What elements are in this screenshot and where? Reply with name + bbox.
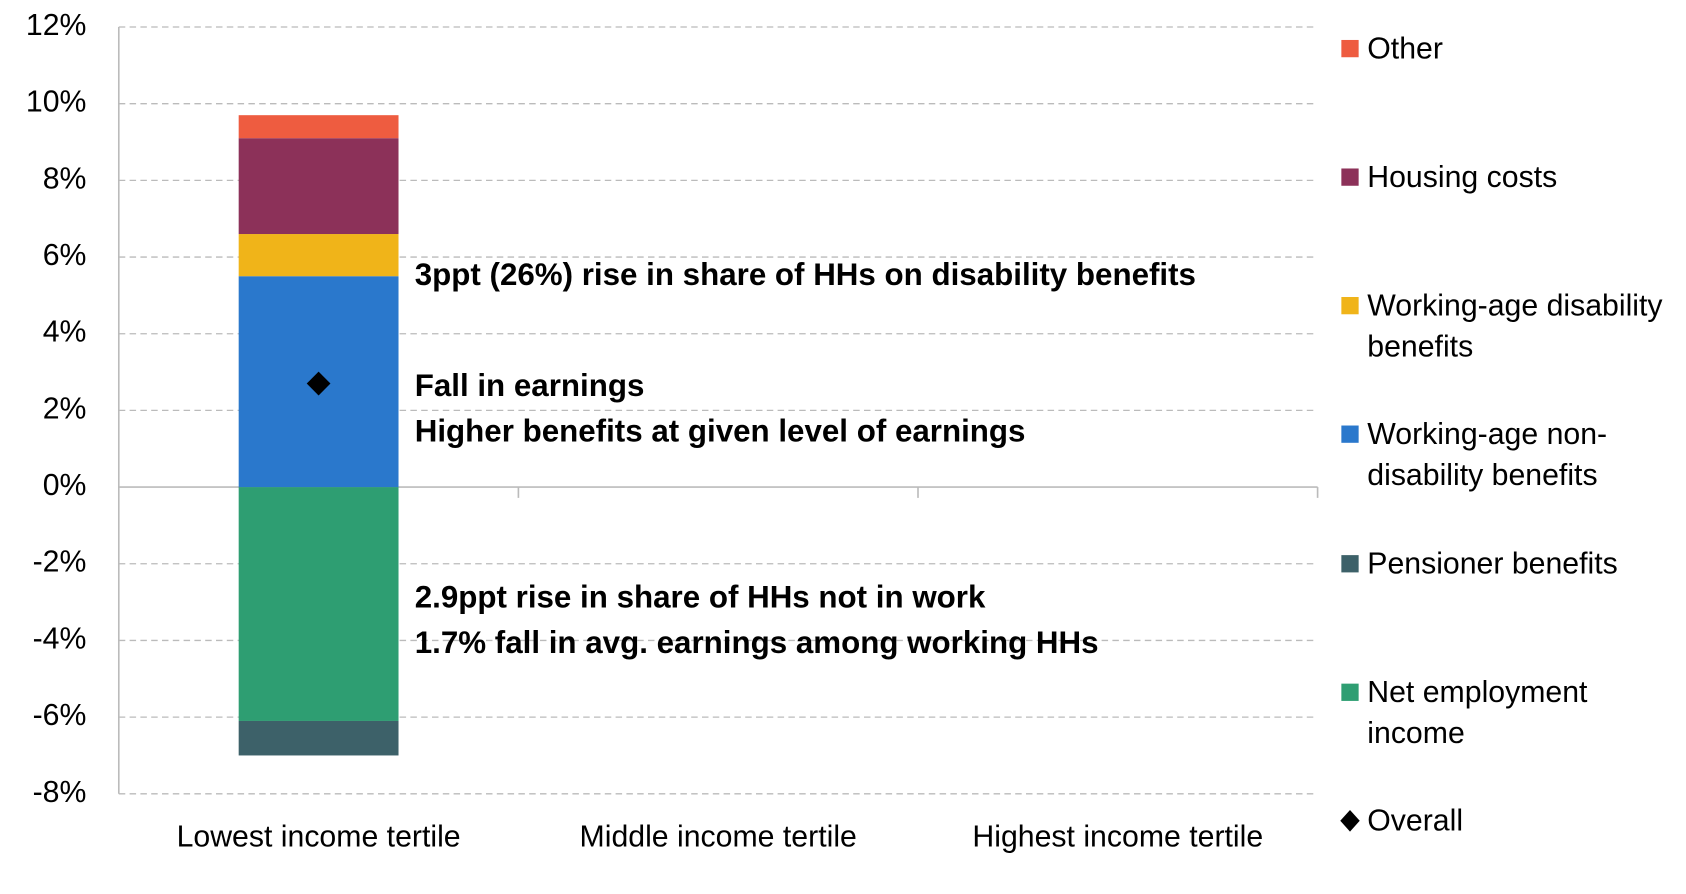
bar-segment: [238, 234, 399, 277]
legend-marker: [1340, 810, 1360, 832]
legend-label: Overall: [1367, 803, 1464, 838]
y-tick-label: 6%: [43, 239, 87, 272]
y-tick-label: 0%: [43, 469, 87, 502]
legend-swatch: [1341, 555, 1359, 573]
bar-segment: [238, 115, 399, 139]
overall-marker: [306, 371, 331, 396]
y-tick-label: -4%: [33, 622, 87, 655]
legend-label: Other: [1367, 31, 1443, 65]
y-tick-label: 2%: [43, 392, 87, 425]
y-tick-label: 8%: [43, 162, 87, 195]
legend-swatch: [1341, 425, 1359, 443]
y-tick-label: -2%: [33, 546, 87, 579]
x-tick-label: Middle income tertile: [579, 819, 857, 854]
legend-swatch: [1341, 39, 1359, 58]
x-tick-label: Highest income tertile: [972, 819, 1264, 854]
bar-segment: [238, 138, 399, 235]
y-tick-label: 12%: [26, 9, 87, 42]
x-tick-label: Lowest income tertile: [176, 819, 461, 854]
bar-segment: [238, 487, 399, 721]
annotation: Fall in earnings: [415, 368, 645, 403]
legend-swatch: [1341, 683, 1359, 701]
y-tick-label: -6%: [33, 699, 87, 732]
y-tick-label: 4%: [43, 316, 87, 349]
bar-segment: [238, 720, 399, 756]
annotation: 1.7% fall in avg. earnings among working…: [415, 625, 1099, 660]
legend-label: Working-age disability benefits: [1367, 288, 1663, 363]
legend-label: Pensioner benefits: [1367, 546, 1618, 580]
legend-swatch: [1341, 168, 1359, 186]
legend-swatch: [1341, 297, 1359, 315]
legend-label: Housing costs: [1367, 159, 1558, 194]
y-tick-label: 10%: [26, 86, 87, 119]
legend-label: Working-age non-disability benefits: [1367, 416, 1608, 492]
annotation: 3ppt (26%) rise in share of HHs on disab…: [415, 257, 1196, 292]
legend-label: Net employment income: [1367, 675, 1588, 750]
annotation: Higher benefits at given level of earnin…: [415, 413, 1026, 448]
y-tick-label: -8%: [33, 776, 87, 809]
annotation: 2.9ppt rise in share of HHs not in work: [415, 580, 986, 615]
